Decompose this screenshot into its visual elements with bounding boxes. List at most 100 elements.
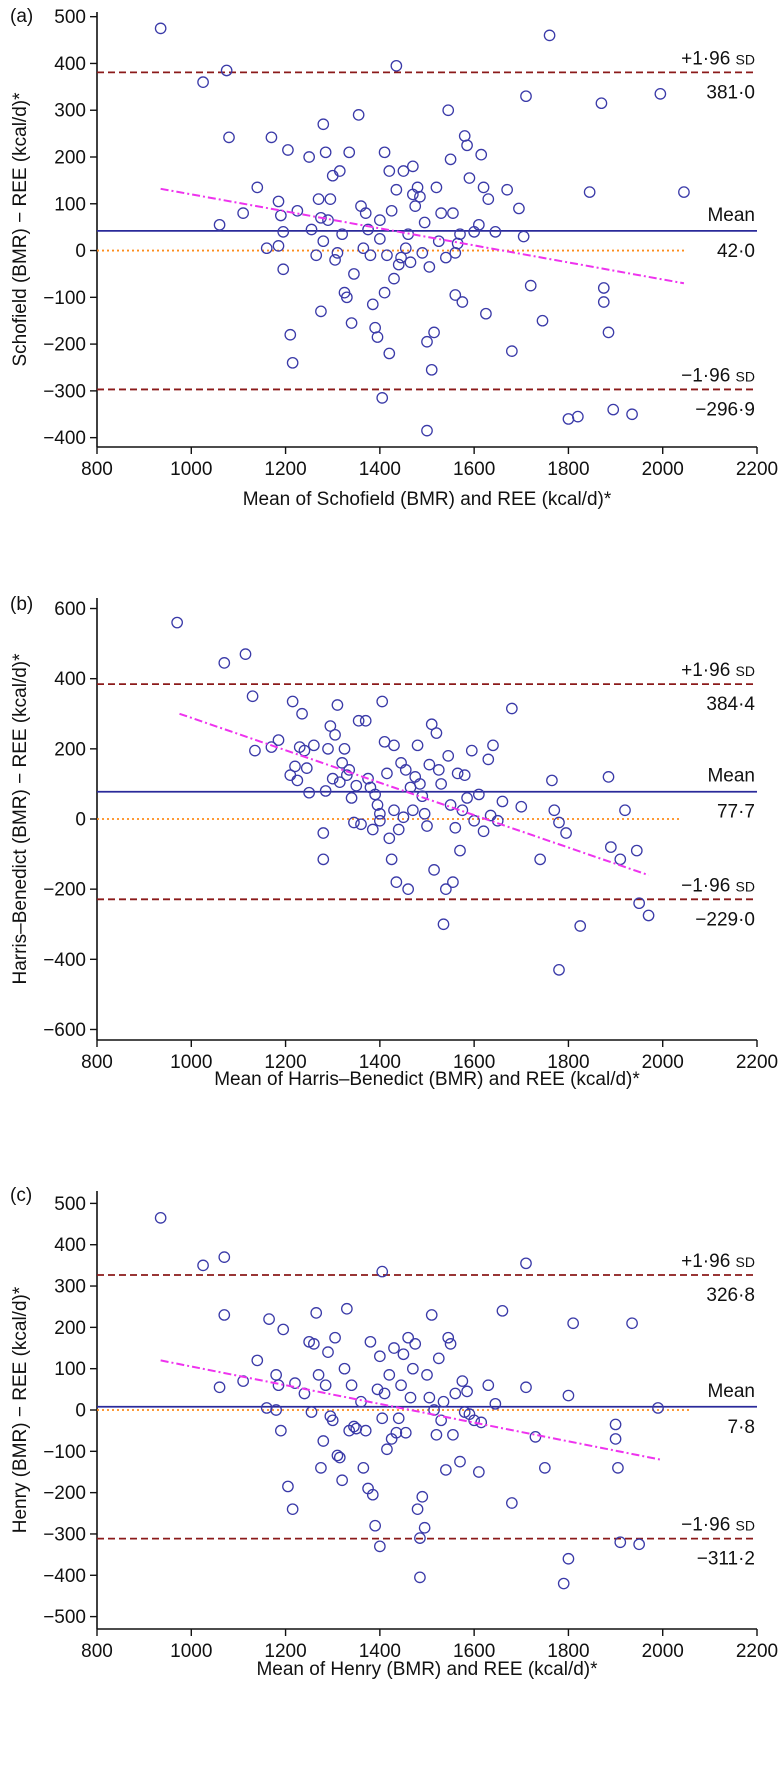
chart-0-data-point (475, 148, 488, 161)
chart-2-data-point (423, 1391, 436, 1404)
chart-2-data-point (612, 1461, 624, 1474)
chart-2-data-point (520, 1381, 532, 1394)
chart-2-data-point (421, 1369, 433, 1381)
chart-2-data-point (562, 1552, 575, 1565)
chart-0-x-tick-label: 1000 (170, 459, 212, 480)
chart-1-data-point (432, 764, 445, 776)
chart-0-data-point (286, 356, 299, 369)
chart-1-data-point (515, 800, 528, 813)
chart-1-upper-limit-value: 384·4 (706, 694, 755, 715)
chart-1-y-tick-label: 200 (54, 739, 86, 760)
chart-1-data-point (397, 811, 410, 824)
chart-0-data-point (442, 104, 455, 117)
chart-2-data-point (282, 1480, 294, 1493)
chart-1-data-point (602, 771, 615, 783)
chart-1-lower-limit-label-main: −1·96 (681, 875, 735, 896)
chart-0-data-point (435, 207, 447, 219)
chart-0-x-tick-label: 2200 (736, 459, 778, 480)
chart-2-data-point (395, 1379, 407, 1392)
chart-0-data-point (277, 263, 290, 276)
chart-0-data-point (282, 144, 294, 156)
chart-0-lower-limit-label: −1·96 SD (681, 365, 755, 386)
chart-0-data-point (284, 328, 297, 341)
chart-2-x-tick-label: 2200 (736, 1641, 778, 1662)
chart-0-y-axis-title: Schofield (BMR) − REE (kcal/d)* (10, 92, 31, 367)
chart-0-data-point (303, 151, 315, 163)
chart-2-data-point (432, 1352, 445, 1365)
chart-0-data-point (607, 403, 620, 416)
chart-0-data-point (305, 223, 318, 236)
chart-1-lower-limit-label: −1·96 SD (681, 875, 755, 896)
chart-2-data-point (357, 1461, 370, 1474)
chart-2-y-tick-label: −300 (43, 1524, 86, 1545)
chart-1-mean-label: Mean (707, 766, 755, 787)
chart-1-data-point (614, 853, 627, 866)
chart-1-data-point (482, 753, 495, 766)
chart-0-data-point (343, 146, 356, 159)
chart-0-upper-limit-label-main: +1·96 (681, 48, 735, 69)
chart-1-data-point (246, 690, 259, 703)
chart-0-data-point (654, 88, 667, 100)
chart-2-data-point (633, 1538, 645, 1551)
chart-2-y-tick-label: 400 (54, 1235, 86, 1256)
chart-0-data-point (272, 195, 285, 208)
chart-2-data-point (270, 1404, 282, 1416)
chart-0-data-point (572, 410, 584, 423)
chart-1-data-point (560, 827, 572, 839)
chart-2-data-point (409, 1338, 422, 1350)
chart-1-y-tick-label: −200 (43, 880, 86, 901)
chart-2-data-point (310, 1307, 323, 1319)
chart-2-y-tick-label: −100 (43, 1442, 86, 1463)
chart-0-y-tick-label: 300 (54, 101, 86, 122)
chart-1-data-point (390, 876, 403, 888)
chart-2-data-point (376, 1265, 389, 1278)
chart-1-data-point (388, 739, 400, 752)
chart-1-x-tick-label: 800 (81, 1052, 113, 1073)
chart-c-svg: (c) −500 −400 −300 −200 −100 0 100 200 300 400 500 8… (10, 1185, 778, 1680)
chart-2-data-point (496, 1304, 509, 1317)
chart-0-data-point (449, 289, 462, 301)
chart-0-data-point (317, 118, 330, 131)
chart-1-data-point (546, 774, 558, 787)
chart-0-data-point (421, 424, 433, 437)
chart-0-y-tick-label: −200 (43, 335, 86, 356)
chart-panel-c: (c) −500 −400 −300 −200 −100 0 100 200 300 400 500 8… (0, 1183, 779, 1781)
chart-0-y-tick-label: 500 (54, 7, 86, 28)
chart-0-data-point (513, 202, 525, 215)
chart-1-data-point (449, 821, 462, 834)
chart-0-data-point (407, 160, 419, 173)
chart-1-y-tick-label: 600 (54, 599, 86, 620)
chart-0-data-point (595, 97, 608, 110)
chart-0-data-point (430, 181, 443, 194)
chart-1-x-tick-label: 1800 (547, 1052, 589, 1073)
chart-1-data-point (371, 799, 384, 811)
chart-1-x-tick-label: 1400 (359, 1052, 401, 1073)
chart-2-y-tick-label: 100 (54, 1359, 86, 1380)
chart-b-svg: (b) −600 −400 −200 0 200 400 600 800 1000 1200 1400… (10, 594, 778, 1090)
chart-0-lower-limit-value: −296·9 (695, 399, 755, 420)
chart-1-data-point (553, 816, 565, 829)
chart-0-data-point (315, 305, 327, 318)
chart-0-data-point (390, 183, 403, 196)
chart-2-data-point (442, 1331, 455, 1344)
chart-2-y-tick-label: 500 (54, 1194, 86, 1215)
chart-1-data-point (303, 786, 315, 799)
chart-2-data-point (444, 1338, 457, 1350)
chart-2-data-point (567, 1317, 579, 1330)
chart-2-data-point (315, 1461, 327, 1474)
chart-0-data-point (348, 268, 360, 280)
chart-1-x-tick-label: 1600 (453, 1052, 495, 1073)
chart-1-data-point (388, 804, 400, 817)
chart-1-data-point (355, 818, 367, 831)
chart-1-data-point (458, 769, 471, 782)
chart-2-data-point (456, 1375, 469, 1387)
chart-2-upper-limit-label-main: +1·96 (681, 1251, 735, 1272)
chart-0-data-point (520, 90, 532, 103)
chart-2-data-point (331, 1449, 344, 1462)
chart-0-x-tick-label: 2000 (642, 459, 684, 480)
chart-0-data-point (345, 317, 358, 329)
chart-2-x-axis-title: Mean of Henry (BMR) and REE (kcal/d)* (256, 1659, 598, 1680)
chart-1-data-point (473, 788, 485, 801)
chart-0-data-point (383, 165, 396, 177)
chart-0-data-point (463, 172, 476, 184)
